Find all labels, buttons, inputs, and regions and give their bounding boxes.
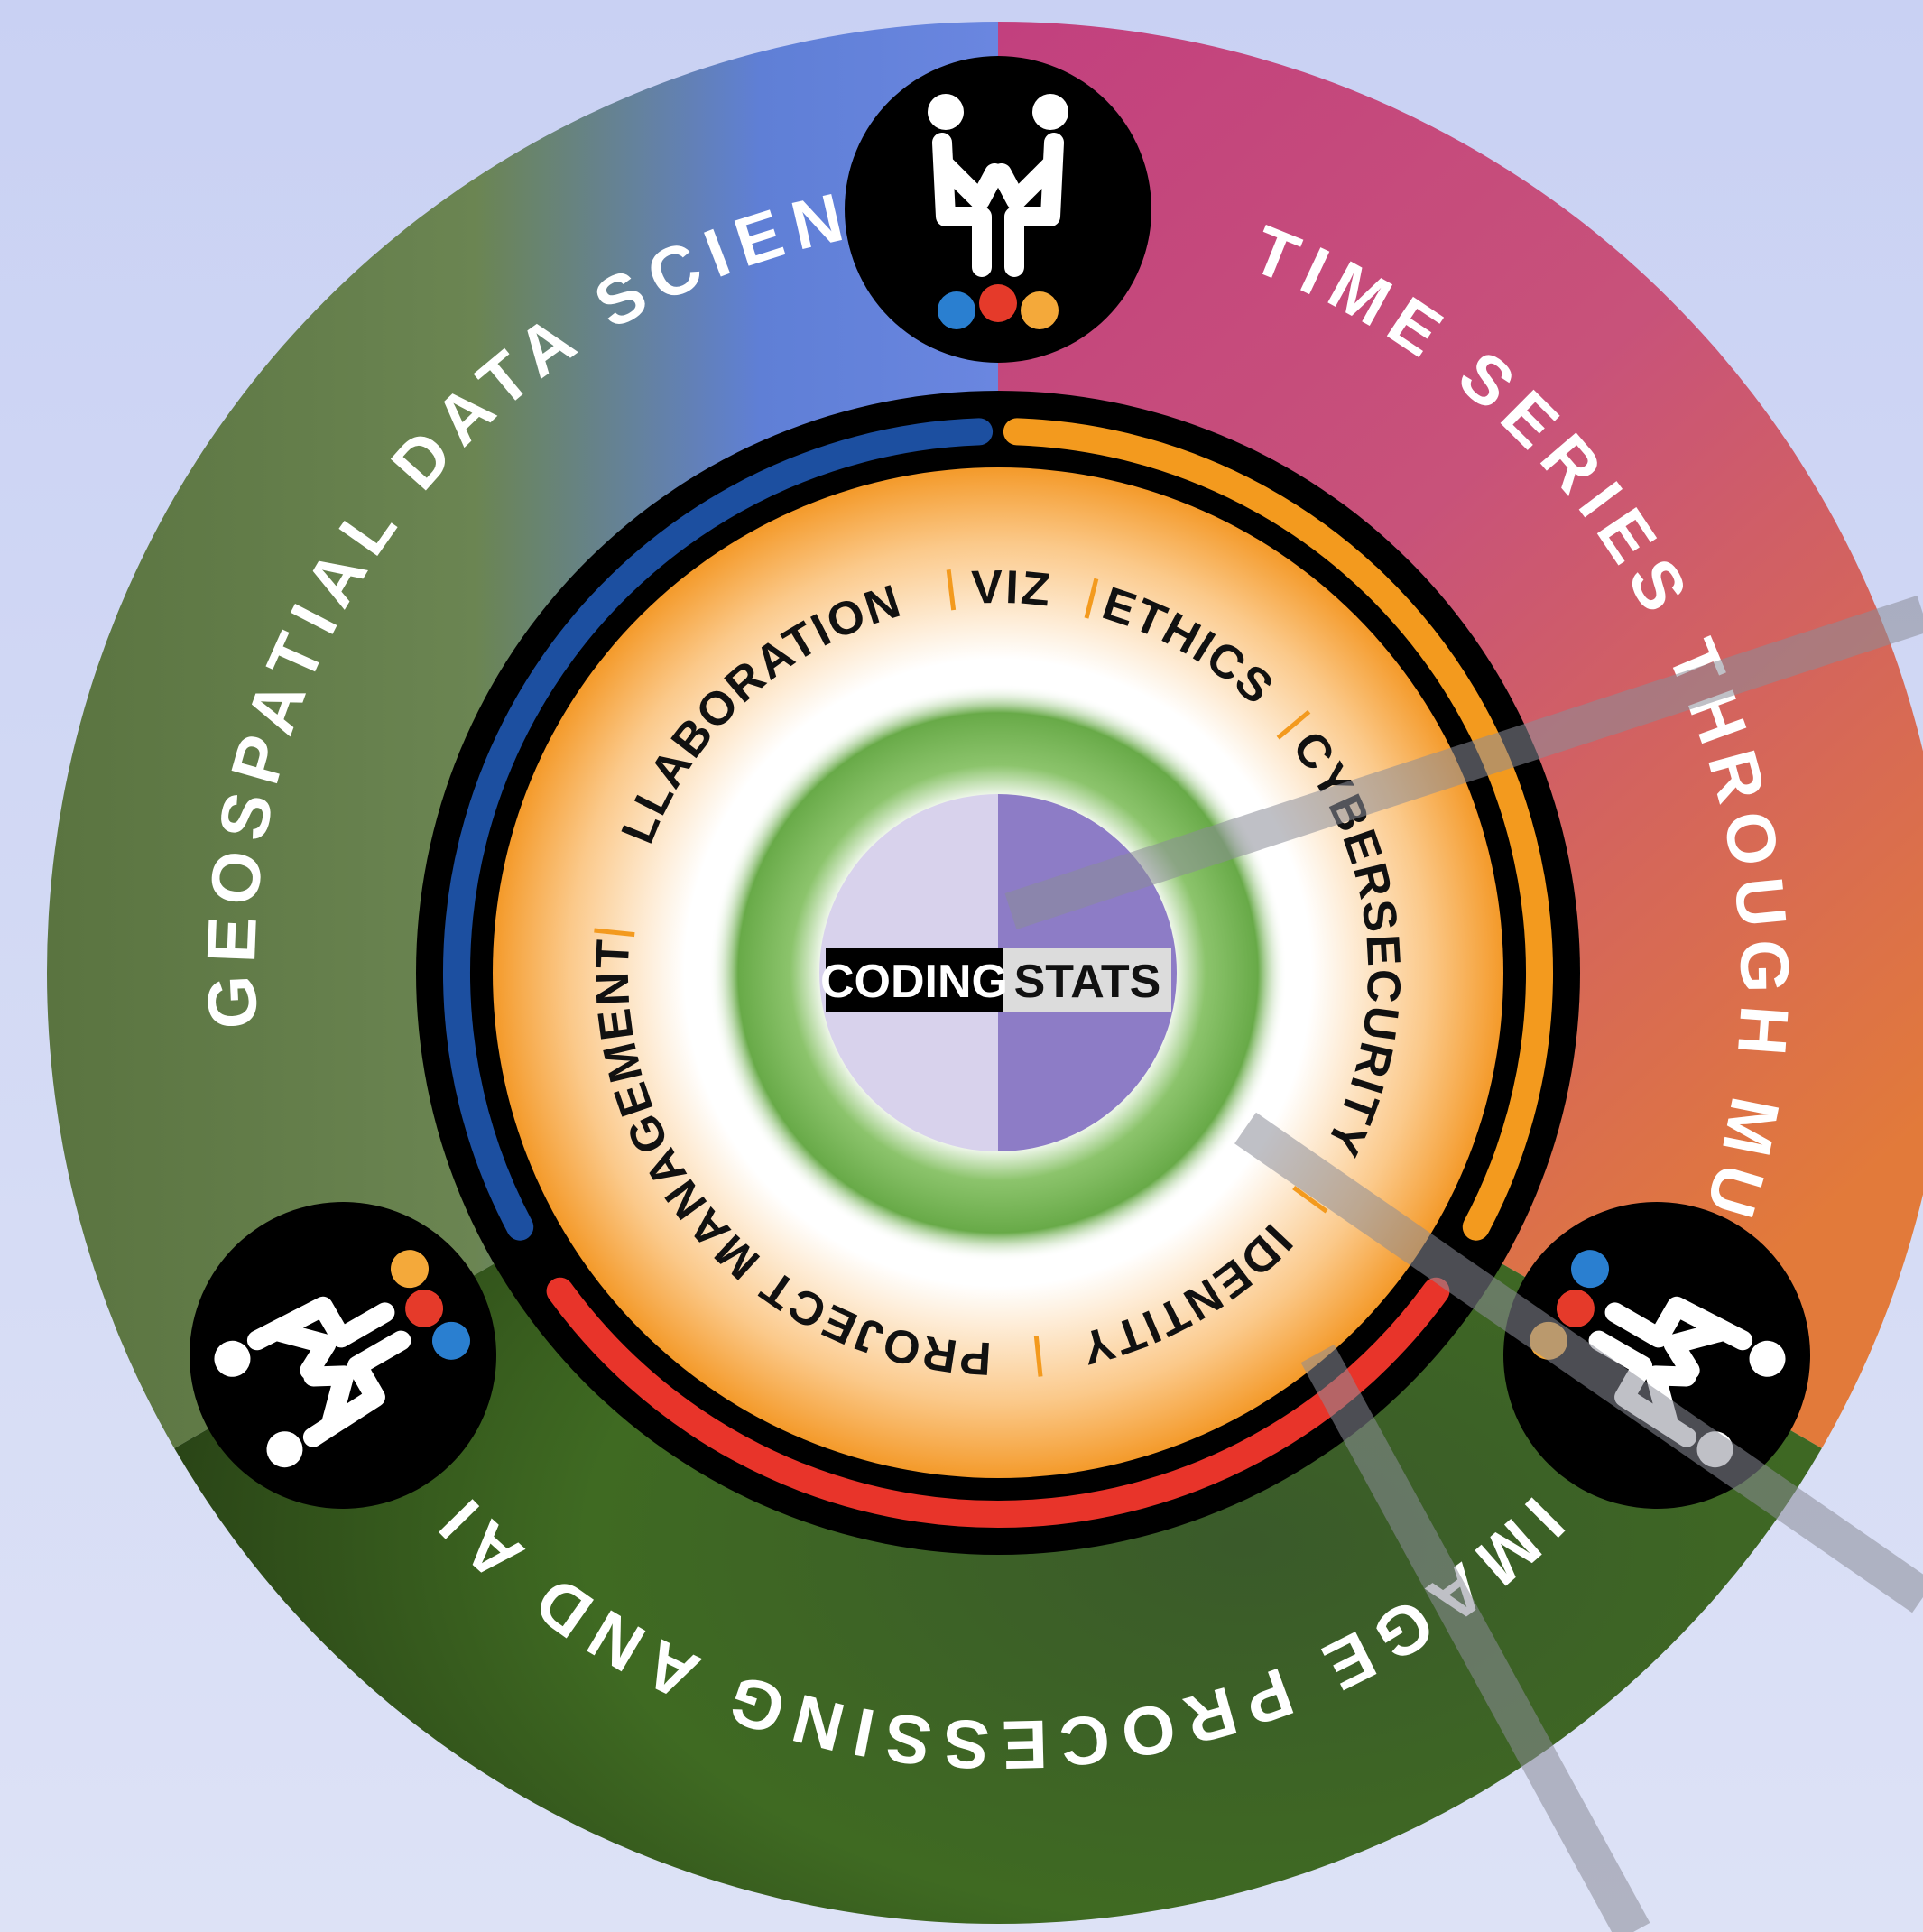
page: GEOSPATIAL DATA SCIENCE TIME SERIES THRO…: [0, 0, 1923, 1932]
core-label: STATS: [1014, 956, 1161, 1008]
skill-text: VIZ: [971, 561, 1055, 617]
skill-label: VIZ: [971, 561, 1055, 617]
team-icon: [845, 56, 1151, 363]
core-label: CODING: [820, 956, 1008, 1008]
diagram: GEOSPATIAL DATA SCIENCE TIME SERIES THRO…: [0, 0, 1923, 1932]
